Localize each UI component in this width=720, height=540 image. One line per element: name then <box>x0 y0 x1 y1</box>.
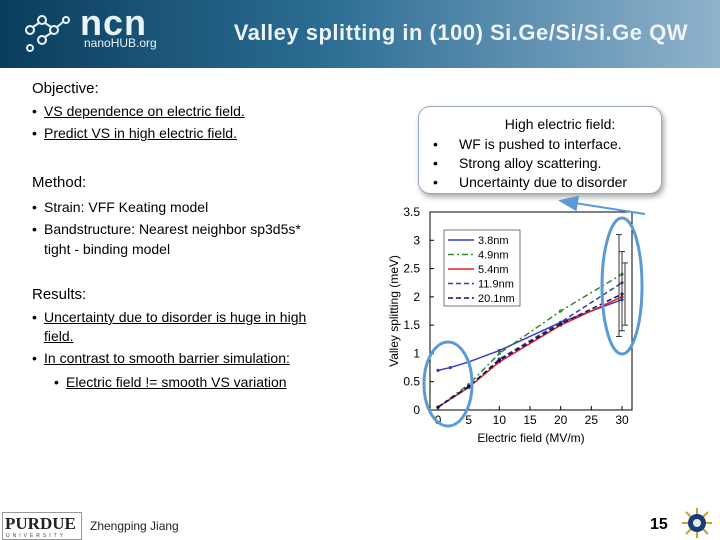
nsf-seal-icon <box>682 508 712 538</box>
high-field-highlight <box>600 216 644 356</box>
x-tick-label: 30 <box>615 413 629 427</box>
method-item-continued: tight - binding model <box>44 241 171 257</box>
y-tick-label: 2.5 <box>403 262 420 276</box>
slide-title: Valley splitting in (100) Si.Ge/Si/Si.Ge… <box>233 20 688 45</box>
x-tick-label: 0 <box>435 413 442 427</box>
objective-item: • Predict VS in high electric field. <box>32 125 237 141</box>
data-point <box>467 360 471 364</box>
data-point <box>497 349 501 353</box>
series-line <box>437 296 623 408</box>
y-axis-label: Valley splitting (meV) <box>387 255 401 367</box>
data-point <box>559 309 563 313</box>
page-number: 15 <box>650 516 668 533</box>
results-subitem: • Electric field != smooth VS variation <box>54 374 287 390</box>
x-tick-label: 5 <box>465 413 472 427</box>
data-point <box>620 281 624 285</box>
method-item: • Strain: VFF Keating model <box>32 199 209 215</box>
data-point <box>467 385 471 389</box>
data-point <box>620 272 624 276</box>
data-point <box>497 358 501 362</box>
series-line <box>437 282 623 408</box>
data-point <box>559 320 563 324</box>
data-point <box>436 405 440 409</box>
data-point <box>436 405 440 409</box>
purdue-logo-subtext: UNIVERSITY <box>6 533 67 539</box>
legend-label: 4.9nm <box>478 250 509 262</box>
series-line <box>437 298 623 372</box>
data-point <box>559 323 563 327</box>
x-tick-label: 15 <box>523 413 537 427</box>
data-point <box>467 384 471 388</box>
x-tick-label: 10 <box>493 413 507 427</box>
logo-text: ncn <box>80 2 148 43</box>
series-line <box>437 293 623 408</box>
data-point <box>497 360 501 364</box>
legend-box <box>443 229 521 307</box>
results-heading: Results: <box>32 286 87 303</box>
results-item: • In contrast to smooth barrier simulatio… <box>32 350 290 366</box>
results-item-continued: field. <box>44 328 74 344</box>
data-point <box>467 382 471 387</box>
data-point <box>620 298 624 302</box>
callout-item: • Uncertainty due to disorder <box>433 174 628 190</box>
method-heading: Method: <box>32 174 87 191</box>
data-point <box>559 322 563 326</box>
callout-item: • WF is pushed to interface. <box>433 136 622 152</box>
y-tick-label: 2 <box>413 290 420 304</box>
header-banner: ncn nanoHUB.org Valley splitting in (100… <box>0 0 720 68</box>
callout-box: High electric field: • WF is pushed to in… <box>418 106 662 194</box>
method-item: • Bandstructure: Nearest neighbor sp3d5s* <box>32 221 301 237</box>
data-point <box>497 351 501 356</box>
purdue-logo-text: PURDUE <box>5 514 76 533</box>
y-tick-label: 0.5 <box>403 375 420 389</box>
data-point <box>436 368 440 372</box>
legend-label: 5.4nm <box>478 264 509 276</box>
objective-item: • VS dependence on electric field. <box>32 103 245 119</box>
y-tick-label: 1.5 <box>403 318 420 332</box>
x-tick-label: 20 <box>554 413 568 427</box>
objective-heading: Objective: <box>32 80 99 97</box>
y-tick-label: 3.5 <box>403 205 420 219</box>
callout-arrow <box>558 195 646 215</box>
purdue-logo: PURDUE UNIVERSITY <box>2 512 82 540</box>
low-field-highlight <box>422 340 474 428</box>
ncn-logo-icon <box>25 15 70 52</box>
data-point <box>467 385 471 389</box>
y-tick-label: 1 <box>413 346 420 360</box>
callout-heading: High electric field: <box>504 116 616 132</box>
logo-subtext: nanoHUB.org <box>84 36 157 50</box>
legend-label: 3.8nm <box>478 235 509 247</box>
results-item: • Uncertainty due to disorder is huge in … <box>32 309 307 325</box>
data-point <box>436 405 440 409</box>
y-tick-label: 3 <box>413 233 420 247</box>
data-point <box>497 357 501 361</box>
data-point <box>559 320 563 324</box>
data-point <box>620 292 624 296</box>
x-tick-label: 25 <box>585 413 599 427</box>
legend-label: 11.9nm <box>478 279 514 291</box>
data-point <box>448 365 452 370</box>
author-name: Zhengping Jiang <box>90 519 179 533</box>
callout-item: • Strong alloy scattering. <box>433 155 602 171</box>
x-axis-label: Electric field (MV/m) <box>477 431 584 445</box>
data-point <box>436 405 440 409</box>
legend-label: 20.1nm <box>478 293 515 305</box>
series-line <box>437 273 623 408</box>
data-point <box>620 295 624 299</box>
y-tick-label: 0 <box>413 403 420 417</box>
plot-frame <box>429 211 633 411</box>
